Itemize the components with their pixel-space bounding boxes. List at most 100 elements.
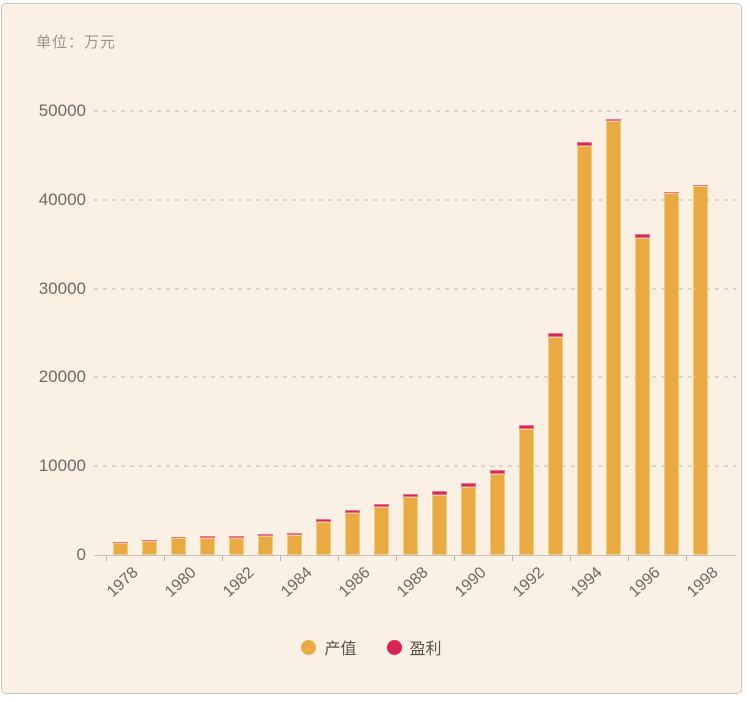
- bar-1998[interactable]: [692, 185, 708, 555]
- bar-segment-产值-1982[interactable]: [228, 537, 244, 555]
- x-tick-label-1998: 1998: [683, 564, 722, 601]
- legend-label-profit: 盈利: [409, 641, 442, 658]
- x-tick-label-1996: 1996: [625, 564, 664, 601]
- bar-segment-盈利-1991[interactable]: [489, 470, 505, 475]
- bar-segment-产值-1995[interactable]: [605, 121, 621, 555]
- x-tick-label-1992: 1992: [509, 564, 548, 601]
- bar-1978[interactable]: [112, 542, 128, 555]
- bar-segment-产值-1993[interactable]: [547, 336, 563, 555]
- bar-segment-盈利-1990[interactable]: [460, 483, 476, 488]
- bar-segment-产值-1978[interactable]: [112, 542, 128, 555]
- y-tick-label-20000: 20000: [38, 367, 86, 387]
- bar-segment-盈利-1998[interactable]: [692, 185, 708, 187]
- output-series-dot-icon: [301, 639, 317, 655]
- x-axis-tick: [569, 556, 571, 561]
- bar-segment-产值-1983[interactable]: [257, 536, 273, 555]
- bar-1984[interactable]: [286, 533, 302, 555]
- x-axis-tick: [163, 556, 165, 561]
- x-axis-tick: [511, 556, 513, 561]
- bar-1979[interactable]: [141, 540, 157, 555]
- bar-segment-盈利-1982[interactable]: [228, 535, 244, 538]
- bar-segment-产值-1994[interactable]: [576, 145, 592, 555]
- y-tick-label-50000: 50000: [38, 101, 86, 120]
- bar-segment-盈利-1996[interactable]: [634, 234, 650, 238]
- bar-segment-产值-1985[interactable]: [315, 522, 331, 555]
- bar-1986[interactable]: [344, 510, 360, 555]
- bar-segment-产值-1996[interactable]: [634, 237, 650, 555]
- y-tick-label-30000: 30000: [38, 278, 86, 298]
- legend-item-profit[interactable]: 盈利: [386, 635, 442, 659]
- x-axis-tick: [105, 556, 107, 561]
- x-tick-label-1984: 1984: [277, 564, 316, 601]
- bar-segment-产值-1987[interactable]: [373, 507, 389, 555]
- bar-1996[interactable]: [634, 234, 650, 555]
- bar-segment-盈利-1987[interactable]: [373, 504, 389, 508]
- bar-segment-盈利-1986[interactable]: [344, 510, 360, 514]
- bar-1985[interactable]: [315, 519, 331, 555]
- bar-1983[interactable]: [257, 534, 273, 555]
- x-axis-tick: [395, 556, 397, 561]
- bar-segment-盈利-1989[interactable]: [431, 491, 447, 495]
- bar-segment-产值-1979[interactable]: [141, 540, 157, 555]
- bar-segment-产值-1980[interactable]: [170, 538, 186, 555]
- bar-segment-产值-1981[interactable]: [199, 538, 215, 555]
- bar-1997[interactable]: [663, 192, 679, 555]
- bar-1993[interactable]: [547, 332, 563, 555]
- bar-segment-盈利-1979[interactable]: [141, 540, 157, 541]
- y-tick-label-40000: 40000: [38, 189, 86, 209]
- bar-1990[interactable]: [460, 483, 476, 555]
- bar-segment-产值-1992[interactable]: [518, 429, 534, 555]
- x-tick-label-1982: 1982: [219, 564, 258, 601]
- x-tick-label-1990: 1990: [451, 564, 490, 601]
- legend-label-output: 产值: [324, 641, 357, 658]
- bar-segment-产值-1991[interactable]: [489, 474, 505, 555]
- x-axis-tick: [221, 556, 223, 561]
- bar-segment-盈利-1993[interactable]: [547, 332, 563, 337]
- bar-1995[interactable]: [605, 118, 621, 555]
- x-axis-tick: [685, 556, 687, 561]
- bar-segment-盈利-1983[interactable]: [257, 534, 273, 537]
- bar-1988[interactable]: [402, 493, 418, 555]
- bar-segment-盈利-1984[interactable]: [286, 533, 302, 536]
- bar-segment-盈利-1985[interactable]: [315, 519, 331, 523]
- bar-segment-盈利-1994[interactable]: [576, 141, 592, 146]
- bar-segment-盈利-1981[interactable]: [199, 536, 215, 539]
- x-axis-tick: [279, 556, 281, 561]
- bar-segment-产值-1997[interactable]: [663, 192, 679, 555]
- gridline-50000: [94, 110, 736, 112]
- y-tick-label-0: 0: [76, 545, 86, 564]
- bar-segment-盈利-1995[interactable]: [605, 118, 621, 122]
- bar-1981[interactable]: [199, 536, 215, 555]
- bar-segment-产值-1984[interactable]: [286, 535, 302, 555]
- legend-item-output[interactable]: 产值: [301, 635, 357, 659]
- bar-segment-产值-1989[interactable]: [431, 494, 447, 555]
- x-axis-line: [94, 555, 736, 556]
- bar-segment-盈利-1980[interactable]: [170, 536, 186, 539]
- x-tick-label-1988: 1988: [393, 564, 432, 601]
- x-tick-label-1994: 1994: [567, 564, 606, 601]
- x-axis-tick: [337, 556, 339, 561]
- gridline-30000: [94, 287, 736, 290]
- chart-area: 0 10000 20000 30000 40000 50000 1978 1980 1982 19…: [2, 4, 741, 693]
- gridline-20000: [94, 376, 736, 379]
- bar-1982[interactable]: [228, 535, 244, 555]
- bar-segment-盈利-1997[interactable]: [663, 192, 679, 193]
- profit-series-dot-icon: [386, 639, 402, 655]
- bar-1991[interactable]: [489, 470, 505, 555]
- bar-1989[interactable]: [431, 491, 447, 555]
- bar-segment-产值-1986[interactable]: [344, 513, 360, 555]
- unit-label: 单位：万元: [36, 34, 117, 51]
- bar-1992[interactable]: [518, 425, 534, 555]
- bar-1980[interactable]: [170, 536, 186, 555]
- bar-segment-产值-1998[interactable]: [692, 186, 708, 555]
- bar-segment-产值-1988[interactable]: [402, 497, 418, 555]
- bar-segment-盈利-1992[interactable]: [518, 425, 534, 430]
- bar-1987[interactable]: [373, 504, 389, 555]
- bar-segment-盈利-1988[interactable]: [402, 493, 418, 498]
- x-tick-label-1980: 1980: [161, 564, 200, 601]
- x-axis-tick: [627, 556, 629, 561]
- bar-segment-产值-1990[interactable]: [460, 487, 476, 555]
- bar-1994[interactable]: [576, 141, 592, 555]
- x-tick-label-1986: 1986: [335, 564, 374, 601]
